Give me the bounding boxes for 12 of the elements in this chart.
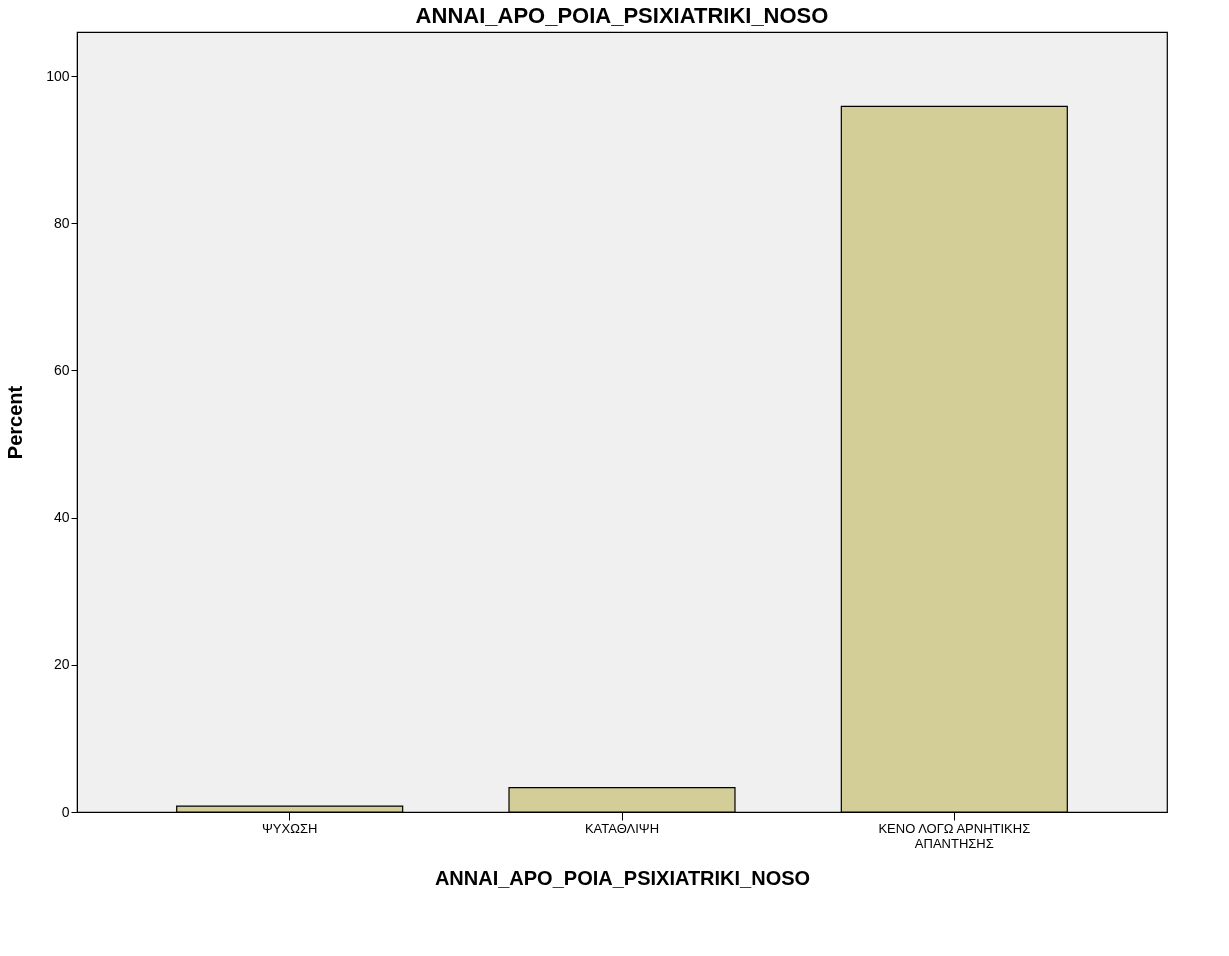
x-tick-label: ΚΑΤΑΘΛΙΨΗ <box>584 820 660 836</box>
y-tick-label: 0 <box>61 803 70 820</box>
x-tick-label: ΨΥΧΩΣΗ <box>262 820 318 836</box>
y-tick-label: 40 <box>53 509 70 526</box>
y-tick-label: 80 <box>53 214 70 231</box>
chart-title: ANNAI_APO_POIA_PSIXIATRIKI_NOSO <box>415 3 829 28</box>
x-tick-label: ΚΕΝΟ ΛΟΓΩ ΑΡΝΗΤΙΚΗΣ ΑΠΑΝΤΗΣΗΣ <box>878 820 1031 851</box>
y-tick-label: 20 <box>53 656 70 673</box>
x-axis-title: ANNAI_APO_POIA_PSIXIATRIKI_NOSO <box>434 866 811 889</box>
y-tick-label: 100 <box>46 67 70 84</box>
y-tick-label: 60 <box>53 361 70 378</box>
y-axis-title: Percent <box>4 385 27 460</box>
